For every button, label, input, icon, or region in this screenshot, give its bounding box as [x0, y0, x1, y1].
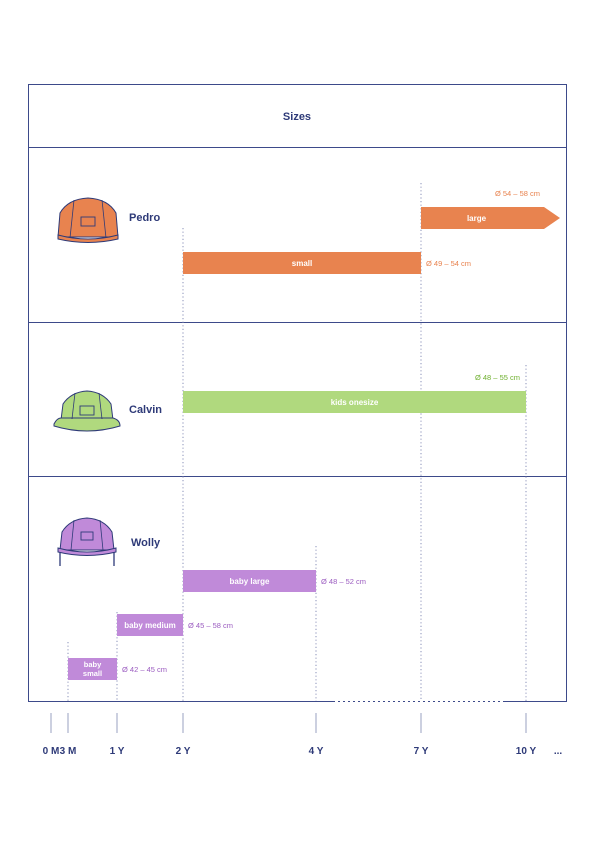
size-label: Ø 48 – 55 cm	[475, 373, 520, 382]
cap-seam	[69, 199, 75, 239]
bar-label: kids onesize	[331, 398, 379, 407]
cap-seam	[98, 392, 103, 420]
bar-label: large	[467, 214, 487, 223]
size-label: Ø 54 – 58 cm	[495, 189, 540, 198]
cap-icon	[57, 197, 119, 243]
cap-seam	[71, 392, 76, 420]
bar-label: small	[292, 259, 312, 268]
cap-seam	[99, 519, 104, 551]
bar-baby-large	[183, 570, 316, 592]
size-label: Ø 48 – 52 cm	[321, 577, 366, 586]
cap-brim	[57, 234, 119, 243]
earflap-cap-icon	[57, 517, 117, 566]
bar-baby-medium	[117, 614, 183, 636]
cap-icons: Pedro Calvin Wolly	[53, 197, 162, 566]
bar-label: baby medium	[124, 621, 176, 630]
cap-crown	[60, 390, 114, 421]
bar-label: baby small	[83, 660, 102, 678]
bar-large	[421, 207, 560, 229]
x-tick-label: 1 Y	[110, 746, 125, 757]
cap-icon	[53, 390, 121, 432]
cap-patch	[80, 216, 96, 227]
cap-crown	[59, 517, 115, 551]
size-label: Ø 45 – 58 cm	[188, 621, 233, 630]
bar-label: baby large	[229, 577, 270, 586]
size-label: Ø 49 – 54 cm	[426, 259, 471, 268]
cap-crown	[57, 197, 119, 238]
model-name: Pedro	[129, 212, 160, 224]
x-tick-label: ...	[554, 746, 563, 757]
x-tick-label: 0 M	[43, 746, 60, 757]
cap-seam	[70, 519, 75, 551]
cap-seam	[101, 199, 107, 239]
x-tick-label: 4 Y	[309, 746, 324, 757]
bars: large Ø 54 – 58 cm small Ø 49 – 54 cm kids o…	[68, 189, 560, 680]
x-tick-label: 7 Y	[414, 746, 429, 757]
x-tick-label: 2 Y	[176, 746, 191, 757]
model-name: Calvin	[129, 404, 162, 416]
cap-brim	[53, 417, 121, 432]
x-tick-label: 3 M	[60, 746, 77, 757]
bar-baby-small	[68, 658, 117, 680]
cap-brim	[57, 547, 117, 556]
size-label: Ø 42 – 45 cm	[122, 665, 167, 674]
x-tick-label: 10 Y	[516, 746, 537, 757]
chart-title: Sizes	[283, 111, 311, 123]
cap-patch	[79, 405, 95, 416]
model-name: Wolly	[131, 537, 161, 549]
bar-small	[183, 252, 421, 274]
cap-patch	[80, 531, 94, 541]
bar-kids-onesize	[183, 391, 526, 413]
